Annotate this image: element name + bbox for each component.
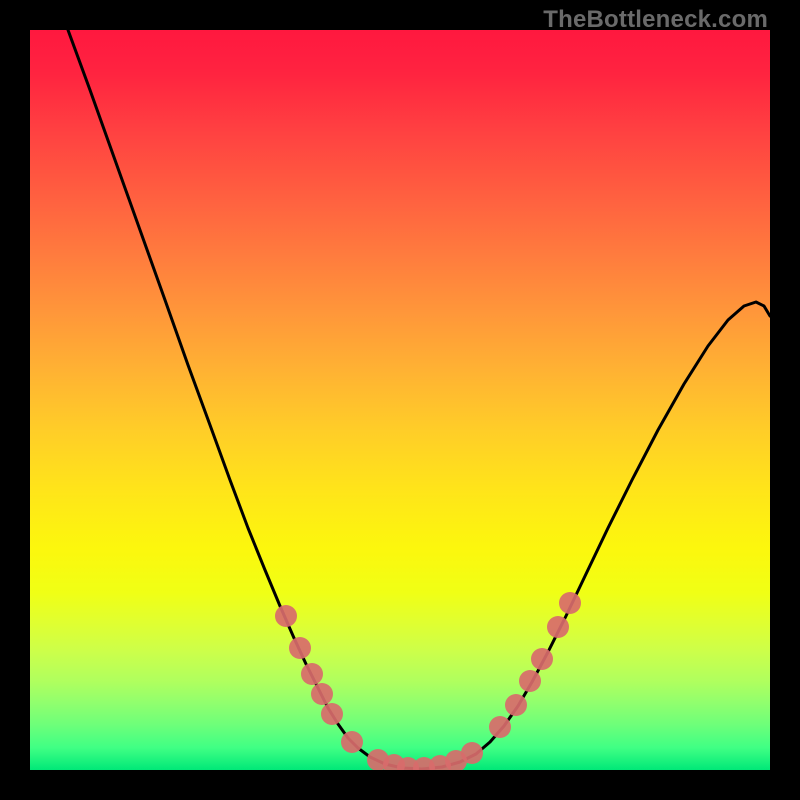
data-marker [489,716,511,738]
bottleneck-curve-chart [30,30,770,770]
data-marker [321,703,343,725]
data-marker [275,605,297,627]
data-marker [505,694,527,716]
plot-area [30,30,770,770]
data-marker [341,731,363,753]
data-marker [301,663,323,685]
data-marker [547,616,569,638]
watermark-text: TheBottleneck.com [543,6,768,34]
data-marker [559,592,581,614]
data-marker [531,648,553,670]
data-marker [519,670,541,692]
chart-frame: TheBottleneck.com [0,0,800,800]
gradient-background [30,30,770,770]
data-marker [289,637,311,659]
data-marker [461,742,483,764]
data-marker [311,683,333,705]
